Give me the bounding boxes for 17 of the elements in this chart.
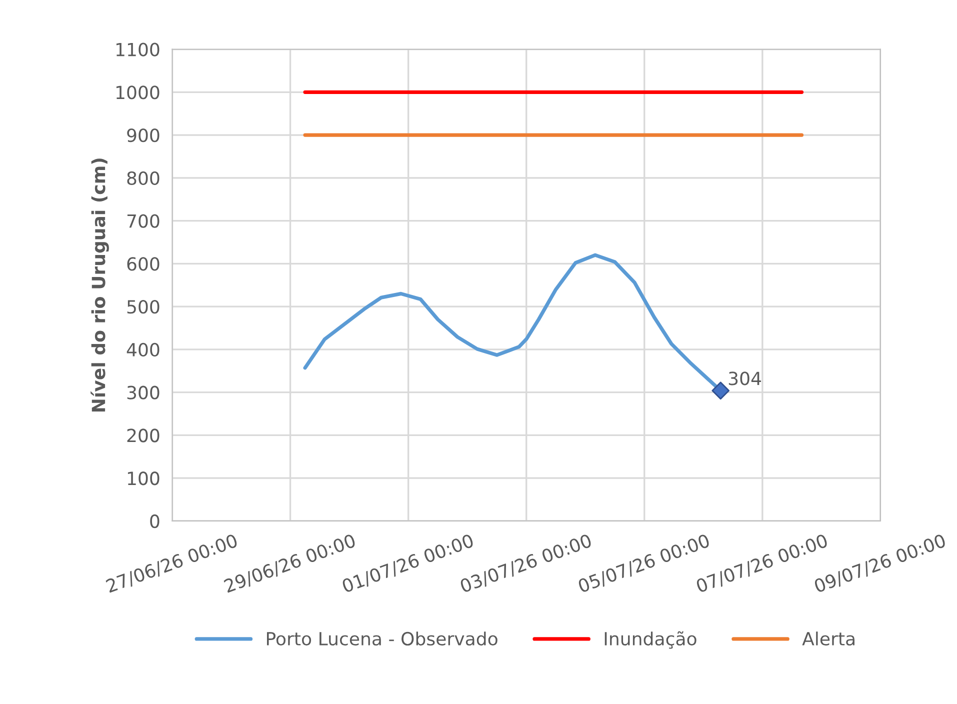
y-tick-label: 600 (127, 257, 160, 271)
y-tick-label: 900 (127, 128, 160, 142)
legend-label: Alerta (802, 632, 854, 646)
y-tick-label: 0 (150, 514, 160, 528)
legend-label: Porto Lucena - Observado (266, 632, 498, 646)
y-tick-label: 100 (128, 472, 160, 486)
y-tick-label: 700 (127, 214, 160, 228)
y-tick-label: 300 (127, 386, 160, 400)
data-label: 304 (728, 372, 761, 386)
y-tick-label: 500 (127, 300, 160, 314)
y-tick-label: 200 (127, 428, 160, 442)
legend-label: Inundação (604, 631, 696, 649)
y-tick-label: 1000 (116, 86, 160, 100)
y-tick-label: 1100 (116, 42, 160, 56)
y-axis-title: Nível do rio Uruguai (cm) (90, 158, 109, 412)
y-tick-label: 400 (126, 342, 160, 357)
y-tick-label: 800 (127, 171, 160, 186)
